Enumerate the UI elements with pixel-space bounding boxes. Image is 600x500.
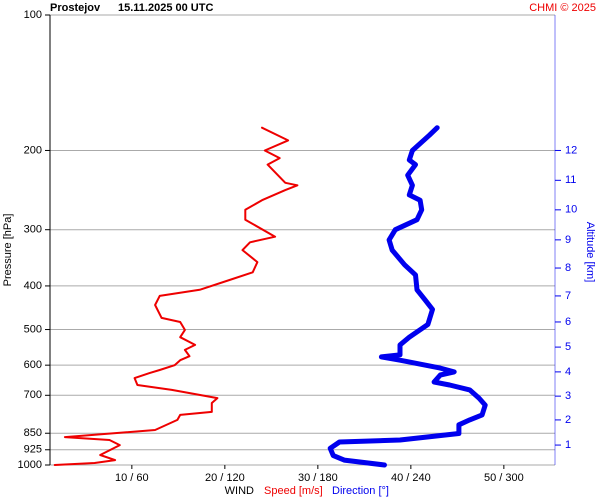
y2-tick-label: 12 <box>565 144 577 156</box>
y2-tick-label: 2 <box>565 414 571 426</box>
x-axis-label: WIND <box>225 485 254 497</box>
y2-tick-label: 7 <box>565 290 571 302</box>
y-tick-label: 850 <box>24 427 42 439</box>
y2-tick-label: 8 <box>565 262 571 274</box>
y2-tick-label: 6 <box>565 316 571 328</box>
y-axis-label: Pressure [hPa] <box>2 214 14 287</box>
profile-line <box>53 126 299 466</box>
y-tick-label: 300 <box>24 224 42 236</box>
y-tick-label: 700 <box>24 389 42 401</box>
x-tick-label: 30 / 180 <box>298 472 338 484</box>
y-tick-label: 925 <box>24 444 42 456</box>
y-tick-label: 200 <box>24 144 42 156</box>
y-tick-label: 100 <box>24 9 42 21</box>
y-tick-label: 600 <box>24 359 42 371</box>
legend-entry: Speed [m/s] <box>264 485 323 497</box>
x-tick-label: 50 / 300 <box>484 472 524 484</box>
y2-tick-label: 9 <box>565 234 571 246</box>
profile-line <box>327 125 488 468</box>
y2-tick-label: 4 <box>565 366 571 378</box>
y2-axis-label: Altitude [km] <box>584 222 596 283</box>
y2-tick-label: 1 <box>565 439 571 451</box>
y2-tick-label: 10 <box>565 204 577 216</box>
x-tick-label: 40 / 240 <box>391 472 431 484</box>
x-tick-label: 20 / 120 <box>205 472 245 484</box>
y2-tick-label: 3 <box>565 390 571 402</box>
y2-tick-label: 5 <box>565 341 571 353</box>
credit: CHMI © 2025 <box>529 2 596 14</box>
y-tick-label: 500 <box>24 323 42 335</box>
legend-entry: Direction [°] <box>332 485 389 497</box>
x-tick-label: 10 / 60 <box>115 472 149 484</box>
y-tick-label: 400 <box>24 280 42 292</box>
y2-tick-label: 11 <box>565 174 576 186</box>
y-tick-label: 1000 <box>18 459 42 471</box>
chart-subtitle: 15.11.2025 00 UTC <box>118 2 213 14</box>
chart-title: Prostejov <box>50 2 101 14</box>
